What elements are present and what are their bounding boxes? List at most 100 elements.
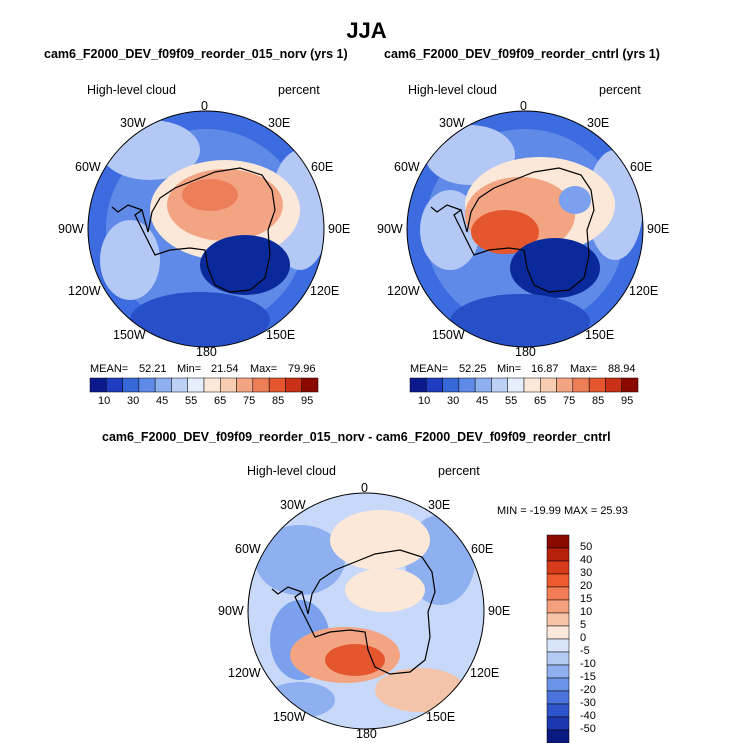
- panel-3-lon-label: 60E: [471, 542, 494, 556]
- colorbar-swatch: [236, 377, 254, 393]
- panel-3-diff-patch: [345, 568, 425, 612]
- panel-1-colorbar-tick: 95: [301, 395, 314, 407]
- panel-1-cloud-patch: [200, 235, 290, 295]
- panel-3-colorbar-tick: 0: [580, 632, 587, 644]
- panel-3-map-border: [247, 492, 485, 730]
- colorbar-swatch: [426, 377, 443, 393]
- panel-1-lon-label: 60E: [311, 160, 334, 174]
- panel-1-colorbar-tick: 65: [214, 395, 227, 407]
- colorbar-swatch: [491, 377, 508, 393]
- colorbar-swatch: [546, 612, 570, 627]
- colorbar-swatch: [106, 377, 123, 393]
- figure-title: JJA: [346, 18, 387, 43]
- panel-2-colorbar-tick: 65: [534, 395, 547, 407]
- panel-1-mean-value: 52.21: [139, 363, 167, 375]
- colorbar-swatch: [621, 377, 639, 393]
- colorbar-swatch: [546, 677, 570, 692]
- colorbar-swatch: [546, 599, 570, 614]
- colorbar-swatch: [546, 703, 570, 718]
- panel-3-colorbar-tick: 30: [580, 567, 593, 579]
- panel-2-cloud-patch: [559, 186, 591, 214]
- panel-1-colorbar-tick: 45: [156, 395, 169, 407]
- panel-3-colorbar-tick: 10: [580, 606, 593, 618]
- panel-2-colorbar: [409, 377, 639, 393]
- panel-2-map-border: [406, 110, 644, 348]
- panel-3-lon-label: 30E: [428, 498, 451, 512]
- panel-1-lon-label: 90W: [58, 222, 84, 236]
- panel-3-stats: MIN = -19.99 MAX = 25.93: [497, 505, 628, 517]
- panel-2-colorbar-tick: 95: [621, 395, 634, 407]
- panel-2-lon-label: 90W: [377, 222, 403, 236]
- panel-1-cloud-patch: [100, 220, 160, 300]
- panel-3-colorbar-tick: 5: [580, 619, 587, 631]
- colorbar-swatch: [546, 664, 570, 679]
- colorbar-swatch: [154, 377, 172, 393]
- panel-3-lon-label: 60W: [235, 542, 261, 556]
- colorbar-swatch: [458, 377, 476, 393]
- panel-3-colorbar-tick: -30: [580, 697, 596, 709]
- colorbar-swatch: [546, 560, 570, 575]
- panel-2-lon-label: 120E: [629, 284, 659, 298]
- panel-1-case-title: cam6_F2000_DEV_f09f09_reorder_015_norv (…: [44, 47, 348, 61]
- colorbar-swatch: [409, 377, 427, 393]
- colorbar-swatch: [546, 573, 570, 588]
- panel-1-max-value: 79.96: [288, 363, 316, 375]
- panel-2-mean-value: 52.25: [459, 363, 487, 375]
- colorbar-swatch: [203, 377, 221, 393]
- panel-2-max-label: Max=: [570, 363, 598, 375]
- panel-1-map: [88, 111, 324, 347]
- panel-1-lon-label: 0: [201, 99, 208, 113]
- panel-3-diff-patch: [255, 525, 345, 595]
- colorbar-swatch: [171, 377, 188, 393]
- panel-2-min-label: Min=: [497, 363, 522, 375]
- colorbar-swatch: [187, 377, 205, 393]
- panel-1-peninsula-outline: [111, 204, 143, 213]
- panel-3-colorbar-tick: -40: [580, 710, 596, 722]
- colorbar-swatch: [546, 716, 570, 731]
- panel-1-colorbar-tick: 75: [243, 395, 256, 407]
- colorbar-swatch: [546, 729, 570, 743]
- panel-2-lon-label: 30E: [587, 116, 610, 130]
- panel-3-lon-label: 90W: [218, 604, 244, 618]
- panel-2-lon-label: 150E: [585, 328, 615, 342]
- panel-2-lon-label: 90E: [647, 222, 670, 236]
- panel-1-lon-label: 150W: [113, 328, 146, 342]
- panel-3-map: [248, 493, 484, 729]
- panel-3-lon-label: 150W: [273, 710, 306, 724]
- panel-2-lon-label: 120W: [387, 284, 420, 298]
- panel-1-colorbar-tick: 55: [185, 395, 198, 407]
- colorbar-swatch: [138, 377, 156, 393]
- panel-2-map: [407, 111, 643, 347]
- colorbar-swatch: [507, 377, 525, 393]
- panel-3-diff-patch: [325, 644, 385, 676]
- panel-3-lon-label: 30W: [280, 498, 306, 512]
- colorbar-swatch: [540, 377, 557, 393]
- panel-2-colorbar-tick: 55: [505, 395, 518, 407]
- colorbar-swatch: [546, 690, 570, 705]
- panel-2-cloud-patch: [450, 294, 590, 347]
- panel-2-lon-label: 0: [520, 99, 527, 113]
- panel-1-cloud-patch: [130, 292, 270, 347]
- colorbar-swatch: [572, 377, 590, 393]
- panel-1-lon-label: 60W: [75, 160, 101, 174]
- colorbar-swatch: [89, 377, 107, 393]
- panel-1-colorbar: [89, 377, 319, 393]
- panel-2-lon-label: 150W: [432, 328, 465, 342]
- panel-1-lon-label: 180: [196, 345, 217, 359]
- panel-2-peninsula-outline: [430, 204, 462, 213]
- panel-2-max-value: 88.94: [608, 363, 636, 375]
- panel-1-variable: High-level cloud: [87, 83, 176, 97]
- panel-1-min-value: 21.54: [211, 363, 239, 375]
- panel-3-lon-label: 150E: [426, 710, 456, 724]
- panel-2-lon-label: 180: [515, 345, 536, 359]
- panel-1-lon-label: 120E: [310, 284, 340, 298]
- panel-1-mean-label: MEAN=: [90, 363, 129, 375]
- panel-2-colorbar-tick: 45: [476, 395, 489, 407]
- panel-3-colorbar-tick: -15: [580, 671, 596, 683]
- panel-1-colorbar-tick: 30: [127, 395, 140, 407]
- panel-1-antarctica-outline: [134, 167, 276, 293]
- colorbar-swatch: [556, 377, 574, 393]
- colorbar-swatch: [301, 377, 319, 393]
- panel-3-lon-label: 0: [361, 481, 368, 495]
